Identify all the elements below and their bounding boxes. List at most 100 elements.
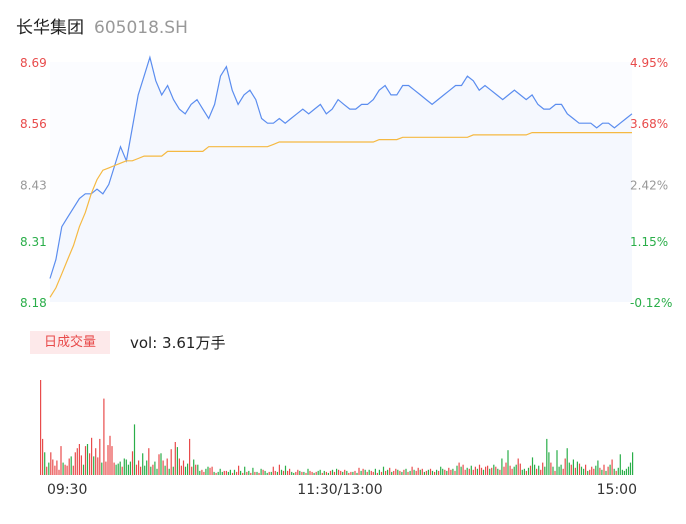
volume-bar xyxy=(266,472,268,475)
volume-bar xyxy=(199,470,201,475)
volume-bar xyxy=(556,450,558,475)
volume-bar xyxy=(213,471,215,475)
volume-bar xyxy=(476,468,478,475)
volume-bar xyxy=(184,466,187,475)
volume-bar xyxy=(521,469,523,475)
volume-bar xyxy=(58,469,60,475)
volume-bar xyxy=(519,463,521,475)
volume-bar xyxy=(480,467,483,475)
volume-bar xyxy=(93,456,95,475)
volume-bar xyxy=(144,465,146,475)
volume-bar xyxy=(178,458,180,475)
volume-bar xyxy=(207,466,209,475)
volume-bar xyxy=(450,469,452,475)
volume-bar xyxy=(550,462,552,475)
y-tick-label: 8.56 xyxy=(20,117,47,131)
volume-bar xyxy=(487,465,489,475)
volume-bar xyxy=(605,470,607,475)
volume-bar xyxy=(448,467,450,475)
volume-bar xyxy=(264,470,266,475)
volume-bar xyxy=(62,462,64,475)
volume-bar xyxy=(129,461,131,475)
volume-bar xyxy=(138,460,140,475)
volume-bar xyxy=(89,453,91,475)
volume-bar xyxy=(135,464,138,475)
volume-bar xyxy=(458,462,460,475)
volume-bar xyxy=(350,471,352,475)
volume-bar xyxy=(48,462,50,475)
volume-bar xyxy=(250,472,252,475)
volume-bar xyxy=(431,470,434,475)
volume-bar xyxy=(303,471,305,475)
volume-bar xyxy=(348,472,350,475)
pct-tick-label: 4.95% xyxy=(630,56,668,70)
volume-bar xyxy=(327,472,329,475)
volume-bar xyxy=(50,452,52,475)
volume-bar xyxy=(219,468,221,475)
volume-bar xyxy=(591,466,593,475)
volume-bar xyxy=(387,469,389,475)
volume-bar xyxy=(613,468,615,475)
volume-tab[interactable]: 日成交量 xyxy=(30,331,110,354)
volume-bar xyxy=(597,460,599,475)
volume-bar xyxy=(74,452,76,475)
volume-bar xyxy=(268,471,270,475)
volume-bar xyxy=(627,466,630,475)
volume-bar xyxy=(146,460,148,475)
volume-bar xyxy=(370,470,372,475)
volume-bar xyxy=(338,469,340,475)
volume-bar xyxy=(358,467,360,475)
volume-bar xyxy=(552,466,554,475)
pct-tick-label: 1.15% xyxy=(630,235,668,249)
volume-bar xyxy=(427,469,429,475)
volume-bar xyxy=(509,465,511,475)
volume-bar xyxy=(395,468,397,475)
volume-bar xyxy=(415,470,417,475)
volume-bar xyxy=(131,451,134,476)
volume-bar xyxy=(258,472,260,475)
volume-bar xyxy=(95,448,97,475)
volume-bar xyxy=(523,468,525,475)
volume-bar xyxy=(342,471,344,475)
volume-bar xyxy=(154,461,156,475)
stock-code: 605018.SH xyxy=(94,18,188,38)
volume-bar xyxy=(133,424,136,475)
volume-bar xyxy=(493,464,495,475)
volume-bar xyxy=(462,464,464,475)
volume-bar xyxy=(554,470,556,475)
volume-bar xyxy=(611,459,613,475)
volume-bar xyxy=(225,470,227,475)
volume-bar xyxy=(297,469,299,475)
avg-price-line xyxy=(49,132,632,298)
volume-bar xyxy=(152,464,154,475)
volume-bar xyxy=(336,468,338,475)
volume-bar xyxy=(378,469,380,475)
volume-bar xyxy=(474,466,476,475)
volume-bar xyxy=(107,445,109,475)
volume-bar xyxy=(270,471,272,475)
volume-bar xyxy=(166,458,168,475)
volume-bar xyxy=(305,472,307,475)
volume-bar xyxy=(99,438,101,475)
volume-bar xyxy=(499,469,501,475)
volume-bar xyxy=(309,470,311,475)
volume-bar xyxy=(497,468,499,475)
volume-bar xyxy=(284,465,287,475)
volume-bar xyxy=(229,469,231,475)
volume-bar xyxy=(376,472,378,475)
volume-bar xyxy=(164,465,166,475)
volume-bar xyxy=(40,380,42,475)
volume-bar xyxy=(578,463,581,475)
volume-bar xyxy=(313,472,315,475)
volume-bar xyxy=(585,464,587,475)
volume-bar xyxy=(568,462,570,475)
volume-bar xyxy=(127,464,129,475)
volume-bar xyxy=(382,466,385,475)
volume-bar xyxy=(446,470,448,475)
volume-bar xyxy=(70,456,72,475)
volume-bar xyxy=(621,469,623,475)
volume-bar xyxy=(368,469,370,475)
volume-bar xyxy=(191,466,193,475)
volume-bar xyxy=(397,469,399,475)
volume-bar xyxy=(274,470,276,475)
